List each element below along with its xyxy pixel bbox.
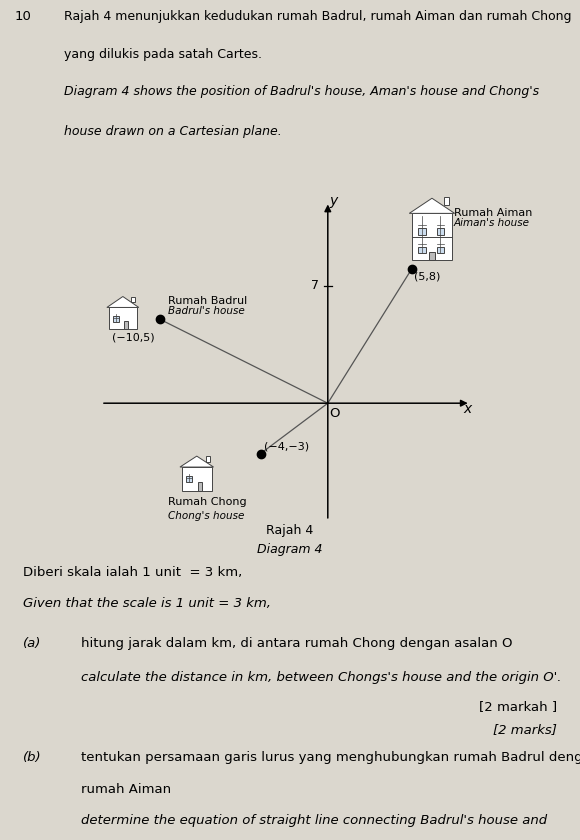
Text: calculate the distance in km, between Chongs's house and the origin O'.: calculate the distance in km, between Ch… — [81, 671, 561, 685]
Text: Given that the scale is 1 unit = 3 km,: Given that the scale is 1 unit = 3 km, — [23, 597, 271, 610]
Text: Aiman's house: Aiman's house — [454, 218, 530, 228]
Text: Diagram 4: Diagram 4 — [258, 543, 322, 556]
Bar — [113, 316, 119, 322]
Text: (5,8): (5,8) — [414, 271, 441, 281]
Bar — [131, 297, 135, 302]
Bar — [437, 247, 444, 254]
Bar — [412, 213, 452, 260]
Polygon shape — [107, 297, 139, 307]
Text: yang dilukis pada satah Cartes.: yang dilukis pada satah Cartes. — [64, 49, 262, 61]
Text: 10: 10 — [14, 10, 31, 23]
Text: tentukan persamaan garis lurus yang menghubungkan rumah Badrul dengan: tentukan persamaan garis lurus yang meng… — [81, 752, 580, 764]
Bar — [444, 197, 449, 205]
Text: (a): (a) — [23, 638, 42, 650]
Bar — [198, 482, 202, 491]
Text: Rajah 4: Rajah 4 — [266, 523, 314, 537]
Text: Diberi skala ialah 1 unit  = 3 km,: Diberi skala ialah 1 unit = 3 km, — [23, 566, 242, 579]
Bar — [186, 476, 192, 482]
Text: rumah Aiman: rumah Aiman — [81, 783, 171, 795]
Bar — [206, 456, 210, 462]
Polygon shape — [180, 456, 213, 467]
Text: [2 markah ]: [2 markah ] — [478, 700, 557, 713]
Text: Rajah 4 menunjukkan kedudukan rumah Badrul, rumah Aiman dan rumah Chong: Rajah 4 menunjukkan kedudukan rumah Badr… — [64, 10, 571, 23]
Text: 7: 7 — [311, 279, 320, 292]
Text: hitung jarak dalam km, di antara rumah Chong dengan asalan O: hitung jarak dalam km, di antara rumah C… — [81, 638, 513, 650]
Bar — [418, 247, 426, 254]
Text: Diagram 4 shows the position of Badrul's house, Aman's house and Chong's: Diagram 4 shows the position of Badrul's… — [64, 85, 539, 97]
Text: Rumah Badrul: Rumah Badrul — [168, 296, 248, 306]
Text: determine the equation of straight line connecting Badrul's house and: determine the equation of straight line … — [81, 814, 548, 827]
Text: Chong's house: Chong's house — [168, 511, 245, 521]
Text: (−10,5): (−10,5) — [112, 333, 155, 343]
Bar — [429, 252, 435, 260]
Bar — [108, 307, 137, 329]
Bar — [418, 228, 426, 234]
Text: O: O — [329, 407, 340, 420]
Text: x: x — [463, 402, 472, 417]
Bar — [124, 321, 128, 329]
Text: (−4,−3): (−4,−3) — [264, 442, 309, 452]
Text: Rumah Aiman: Rumah Aiman — [454, 208, 532, 218]
Bar — [182, 467, 212, 491]
Bar — [437, 228, 444, 234]
Text: house drawn on a Cartesian plane.: house drawn on a Cartesian plane. — [64, 125, 281, 138]
Text: (b): (b) — [23, 752, 42, 764]
Text: Rumah Chong: Rumah Chong — [168, 497, 247, 507]
Text: Badrul's house: Badrul's house — [168, 306, 245, 316]
Text: y: y — [329, 194, 338, 208]
Polygon shape — [409, 198, 455, 213]
Text: [2 marks]: [2 marks] — [493, 723, 557, 736]
